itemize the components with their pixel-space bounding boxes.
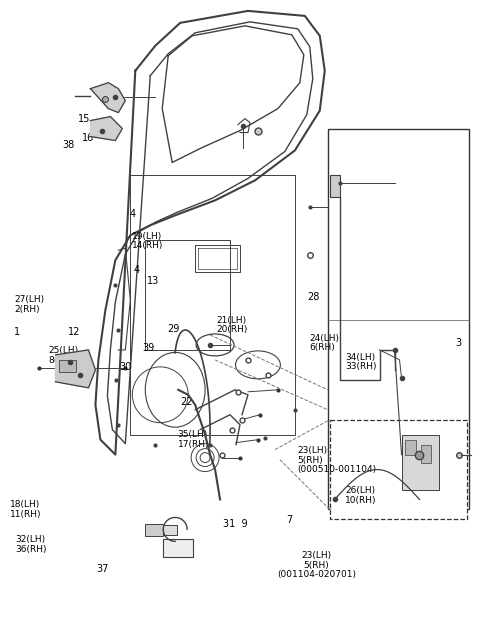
Text: 15: 15 <box>78 114 91 124</box>
Bar <box>163 539 193 558</box>
Bar <box>402 434 439 489</box>
Text: 25(LH): 25(LH) <box>48 346 79 355</box>
Text: 33(RH): 33(RH) <box>345 362 377 371</box>
Text: 4: 4 <box>130 209 136 219</box>
Bar <box>330 175 340 197</box>
Text: 31  9: 31 9 <box>223 519 248 530</box>
Text: 10(RH): 10(RH) <box>345 496 377 505</box>
Bar <box>328 128 469 510</box>
Text: 5(RH): 5(RH) <box>298 456 323 464</box>
Text: 39: 39 <box>142 343 154 353</box>
Text: 8(RH): 8(RH) <box>48 356 74 365</box>
Text: (001104-020701): (001104-020701) <box>277 570 356 579</box>
Text: 4: 4 <box>134 265 140 275</box>
Text: 26(LH): 26(LH) <box>345 486 375 495</box>
Text: 2(RH): 2(RH) <box>14 305 40 314</box>
Polygon shape <box>90 117 122 140</box>
Text: 19(LH): 19(LH) <box>132 232 163 241</box>
Text: 13: 13 <box>147 276 159 286</box>
Bar <box>330 420 468 519</box>
Text: 7: 7 <box>286 515 292 525</box>
Text: 16: 16 <box>82 133 94 144</box>
Bar <box>421 445 432 463</box>
Text: 28: 28 <box>307 292 319 302</box>
Text: 38: 38 <box>62 140 74 149</box>
Text: 21(LH): 21(LH) <box>216 316 246 325</box>
Text: 1: 1 <box>14 327 20 337</box>
Text: 24(LH): 24(LH) <box>310 334 339 343</box>
Bar <box>59 360 76 372</box>
Text: 11(RH): 11(RH) <box>10 510 42 519</box>
Text: 34(LH): 34(LH) <box>345 353 375 362</box>
Text: 6(RH): 6(RH) <box>310 343 335 352</box>
Text: 29: 29 <box>167 324 180 334</box>
Text: 36(RH): 36(RH) <box>15 545 47 554</box>
Bar <box>145 524 163 537</box>
Text: 18(LH): 18(LH) <box>10 500 40 509</box>
Text: 37: 37 <box>96 564 109 574</box>
Text: 32(LH): 32(LH) <box>15 535 45 544</box>
Text: 12: 12 <box>68 327 80 337</box>
Polygon shape <box>90 83 125 112</box>
Bar <box>163 526 177 535</box>
Text: 27(LH): 27(LH) <box>14 295 44 304</box>
Text: 23(LH): 23(LH) <box>298 446 327 456</box>
Text: 14(RH): 14(RH) <box>132 241 164 250</box>
Text: 22: 22 <box>180 397 192 406</box>
Text: 20(RH): 20(RH) <box>216 325 248 334</box>
Text: 17(RH): 17(RH) <box>178 440 209 449</box>
Text: 35(LH): 35(LH) <box>178 430 208 440</box>
Text: (000510-001104): (000510-001104) <box>298 465 376 474</box>
Text: 23(LH): 23(LH) <box>301 551 332 560</box>
Bar <box>405 440 417 455</box>
Text: 5(RH): 5(RH) <box>304 561 329 570</box>
Text: 30: 30 <box>119 362 131 372</box>
Polygon shape <box>56 350 96 388</box>
Text: 3: 3 <box>456 338 461 348</box>
